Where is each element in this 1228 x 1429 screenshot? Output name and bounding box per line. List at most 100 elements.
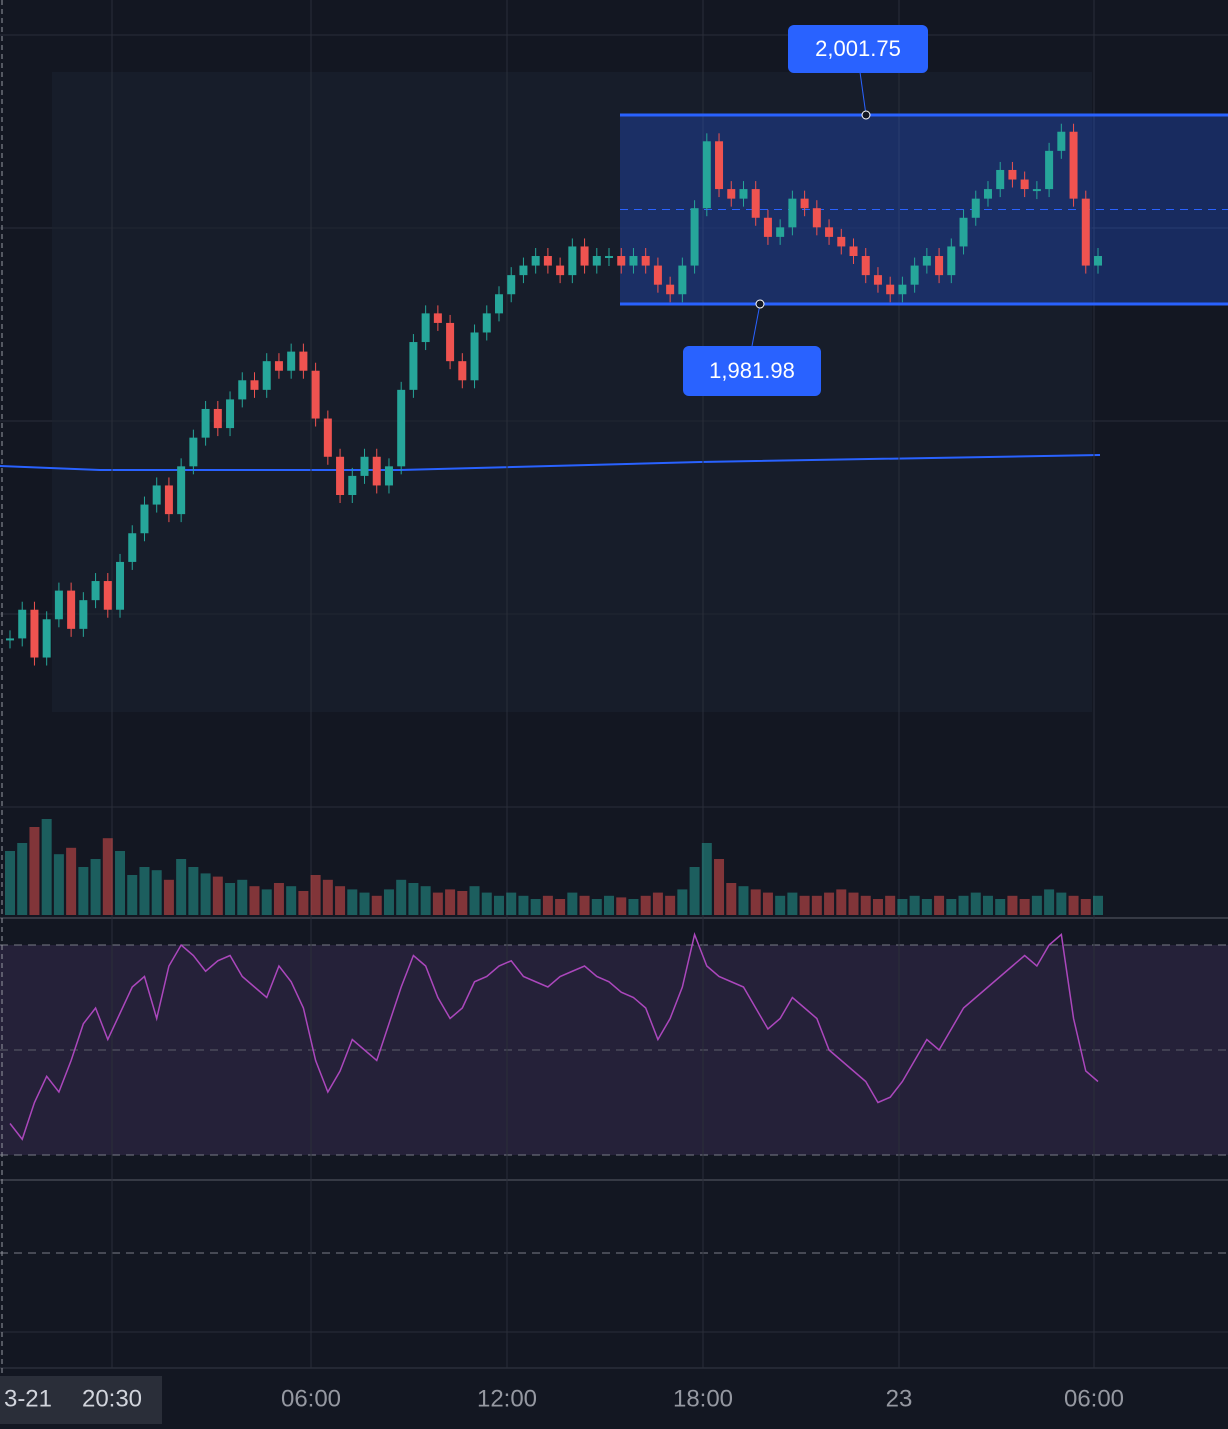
candle — [201, 408, 210, 438]
volume-bar — [787, 892, 798, 915]
candle — [299, 351, 308, 371]
candle — [262, 361, 271, 390]
volume-bar — [995, 899, 1006, 915]
candle — [531, 256, 540, 266]
candle — [825, 227, 834, 237]
volume-bar — [811, 895, 822, 915]
candles — [6, 123, 1102, 666]
volume-bar — [872, 899, 883, 915]
candle — [580, 246, 589, 266]
time-label: 20:30 — [82, 1385, 142, 1412]
volume-bar — [860, 895, 871, 915]
candle — [189, 437, 198, 467]
candle — [446, 322, 455, 362]
candle — [922, 256, 931, 266]
candle — [1069, 131, 1078, 199]
price-label: 2,001.75 — [815, 36, 901, 61]
volume-bar — [212, 876, 223, 915]
volume-bar — [604, 895, 615, 915]
candle — [164, 485, 173, 515]
volume-bar — [799, 895, 810, 915]
candle — [152, 485, 161, 505]
candle — [556, 265, 565, 276]
volume-bar — [970, 892, 981, 915]
candle — [140, 504, 149, 534]
volume-bar — [836, 889, 847, 915]
volume-bar — [469, 886, 480, 915]
candle — [507, 275, 516, 295]
anchor — [755, 299, 765, 309]
candle — [213, 408, 222, 429]
volume-bar — [261, 889, 272, 915]
candle — [959, 217, 968, 247]
volume-bar — [237, 879, 248, 915]
candle — [274, 361, 283, 371]
volume-bar — [689, 867, 700, 915]
volume-bar — [640, 895, 651, 915]
volume-bar — [982, 895, 993, 915]
volume-bar — [90, 859, 101, 915]
volume-bar — [493, 895, 504, 915]
candle — [116, 561, 125, 610]
candle — [715, 141, 724, 190]
candle — [238, 380, 247, 400]
volume-bar — [225, 883, 236, 915]
volume-bar — [591, 899, 602, 915]
date-badge — [0, 1376, 162, 1424]
candle — [1008, 169, 1017, 180]
volume-bar — [1068, 895, 1079, 915]
volume-bar — [432, 892, 443, 915]
candle — [1045, 150, 1054, 190]
candle — [641, 256, 650, 266]
volume-bar — [359, 892, 370, 915]
candle — [702, 141, 711, 209]
callout-line — [859, 71, 867, 116]
candle — [739, 189, 748, 199]
time-label: 18:00 — [673, 1385, 733, 1412]
volume-bar — [714, 859, 725, 915]
candle — [812, 208, 821, 228]
candle — [91, 581, 100, 601]
time-axis: 3-21 20:30 06:00 12:00 18:00 23 06:00 — [4, 1385, 1124, 1412]
volume-bar — [738, 886, 749, 915]
candle — [128, 533, 137, 562]
volume-bar — [1031, 895, 1042, 915]
volume-bar — [762, 892, 773, 915]
candle — [421, 313, 430, 343]
volume-bar — [1007, 895, 1018, 915]
candle — [494, 294, 503, 314]
candle — [996, 169, 1005, 190]
volume-bar — [29, 827, 40, 915]
volume-bar — [934, 895, 945, 915]
candle — [947, 246, 956, 276]
candle — [653, 265, 662, 285]
volume-bar — [530, 899, 541, 915]
candle — [67, 590, 76, 629]
volume-bar — [322, 879, 333, 915]
price-badge — [788, 25, 928, 73]
candle — [311, 370, 320, 419]
volume-bar — [151, 870, 162, 915]
candle — [763, 217, 772, 237]
candle — [629, 256, 638, 266]
candle — [678, 265, 687, 295]
candle — [690, 208, 699, 266]
candle — [910, 265, 919, 285]
volume-bar — [885, 895, 896, 915]
volume-bar — [542, 895, 553, 915]
candle — [433, 313, 442, 323]
time-label: 23 — [886, 1385, 913, 1412]
price-badge — [683, 346, 821, 396]
volume-bar — [555, 899, 566, 915]
volume-bar — [1093, 895, 1103, 915]
volume-bar — [286, 886, 297, 915]
candle — [336, 456, 345, 496]
candle — [54, 590, 63, 620]
candle — [103, 581, 112, 610]
volume-bar — [701, 843, 712, 915]
volume-bar — [1044, 889, 1055, 915]
candle — [384, 466, 393, 486]
candle — [1032, 189, 1041, 192]
